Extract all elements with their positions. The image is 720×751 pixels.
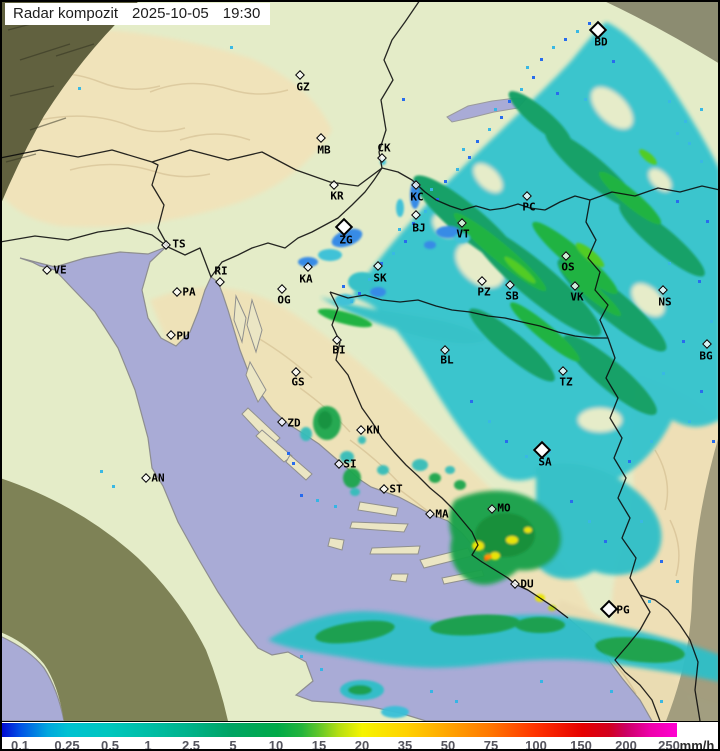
title-bar: Radar kompozit 2025-10-05 19:30 (5, 3, 271, 25)
observation-date: 2025-10-05 (132, 5, 209, 22)
observation-time: 19:30 (222, 5, 261, 22)
radar-map (0, 0, 720, 721)
legend-tick-0_25: 0,25 (54, 738, 80, 751)
legend-tick-250: 250 (658, 738, 680, 751)
legend-tick-10: 10 (268, 738, 284, 751)
radar-map-image (0, 0, 720, 721)
page-title: Radar kompozit (13, 5, 119, 22)
legend-tick-100: 100 (525, 738, 547, 751)
legend-tick-150: 150 (570, 738, 592, 751)
legend-tick-50: 50 (440, 738, 456, 751)
legend-tick-5: 5 (229, 738, 237, 751)
legend-tick-35: 35 (397, 738, 413, 751)
echo-speckles (78, 22, 715, 703)
intensity-color-bar (0, 723, 677, 737)
intensity-legend: 0,1 0,25 0,5 1 2,5 5 10 15 20 35 50 75 100 150 200 250 … (0, 721, 720, 751)
legend-tick-0_1: 0,1 (10, 738, 30, 751)
legend-tick-0_5: 0,5 (100, 738, 120, 751)
out-of-range-zones (0, 0, 720, 721)
legend-tick-20: 20 (354, 738, 370, 751)
islands (233, 294, 485, 585)
legend-tick-200: 200 (615, 738, 637, 751)
legend-tick-15: 15 (311, 738, 327, 751)
legend-tick-1: 1 (144, 738, 152, 751)
legend-unit-label: mm/h (679, 738, 715, 751)
legend-tick-75: 75 (483, 738, 499, 751)
legend-tick-2_5: 2,5 (181, 738, 201, 751)
